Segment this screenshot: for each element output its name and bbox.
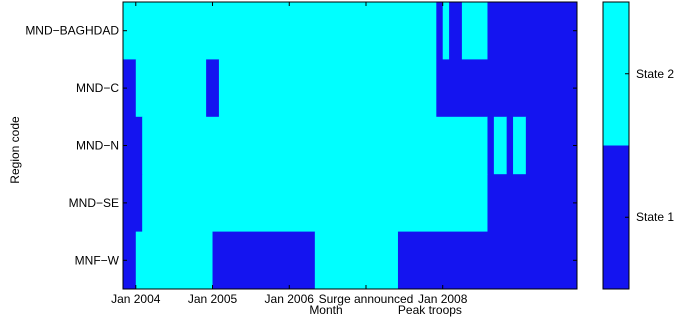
heatmap-cell bbox=[123, 59, 137, 118]
heatmap-cell bbox=[206, 59, 220, 118]
heatmap-cell bbox=[436, 59, 578, 118]
heatmap-cells bbox=[123, 2, 578, 290]
heatmap-cell bbox=[218, 59, 437, 118]
heatmap-cell bbox=[314, 231, 399, 290]
heatmap-cell bbox=[142, 59, 207, 118]
x-tick-label: Jan 2005 bbox=[188, 292, 238, 306]
heatmap-cell bbox=[513, 116, 527, 175]
heatmap-cell bbox=[506, 116, 514, 175]
y-tick-label: MNF−W bbox=[75, 253, 120, 267]
heatmap-cell bbox=[142, 116, 488, 175]
colorbar-swatch bbox=[603, 145, 629, 290]
heatmap-cell bbox=[436, 2, 444, 60]
y-tick-label: MND−C bbox=[76, 81, 119, 95]
heatmap-cell bbox=[493, 116, 508, 175]
y-axis-label: Region code bbox=[8, 116, 22, 184]
x-tick-label: Jan 2008 bbox=[418, 292, 468, 306]
colorbar-frame bbox=[602, 1, 630, 290]
heatmap-cell bbox=[123, 116, 143, 175]
x-tick-label: Jan 2004 bbox=[111, 292, 161, 306]
heatmap-cell bbox=[397, 231, 578, 290]
colorbar-label-state1: State 1 bbox=[636, 210, 674, 224]
heatmap-cell bbox=[135, 231, 213, 290]
x-ticks: Jan 2004 Jan 2005 Jan 2006 Surge announced J… bbox=[111, 2, 468, 317]
heatmap-cell bbox=[442, 2, 450, 60]
colorbar-label-state2: State 2 bbox=[636, 67, 674, 81]
heatmap-cell bbox=[142, 174, 488, 232]
y-tick-label: MND−SE bbox=[69, 196, 119, 210]
heatmap-cell bbox=[487, 174, 578, 232]
colorbar-swatch bbox=[603, 2, 629, 146]
heatmap-cell bbox=[135, 59, 143, 118]
heatmap-cell bbox=[487, 116, 495, 175]
heatmap-cell bbox=[449, 2, 463, 60]
y-tick-label: MND−BAGHDAD bbox=[25, 24, 119, 38]
heatmap-cell bbox=[461, 2, 488, 60]
heatmap-cell bbox=[123, 174, 143, 232]
colorbar bbox=[603, 2, 629, 290]
y-ticks: MND−BAGHDAD MND−C MND−N MND−SE MNF−W bbox=[25, 24, 577, 267]
heatmap-cell bbox=[123, 231, 137, 290]
x-tick-label: Surge announced bbox=[319, 292, 414, 306]
x-axis-label: Month bbox=[309, 303, 342, 317]
heatmap-cell bbox=[487, 2, 578, 60]
x-annotation-label: Peak troops bbox=[398, 303, 462, 317]
y-tick-label: MND−N bbox=[76, 139, 119, 153]
heatmap-cell bbox=[525, 116, 578, 175]
heatmap-cell bbox=[123, 2, 437, 60]
x-tick-label: Jan 2006 bbox=[265, 292, 315, 306]
heatmap-cell bbox=[212, 231, 316, 290]
